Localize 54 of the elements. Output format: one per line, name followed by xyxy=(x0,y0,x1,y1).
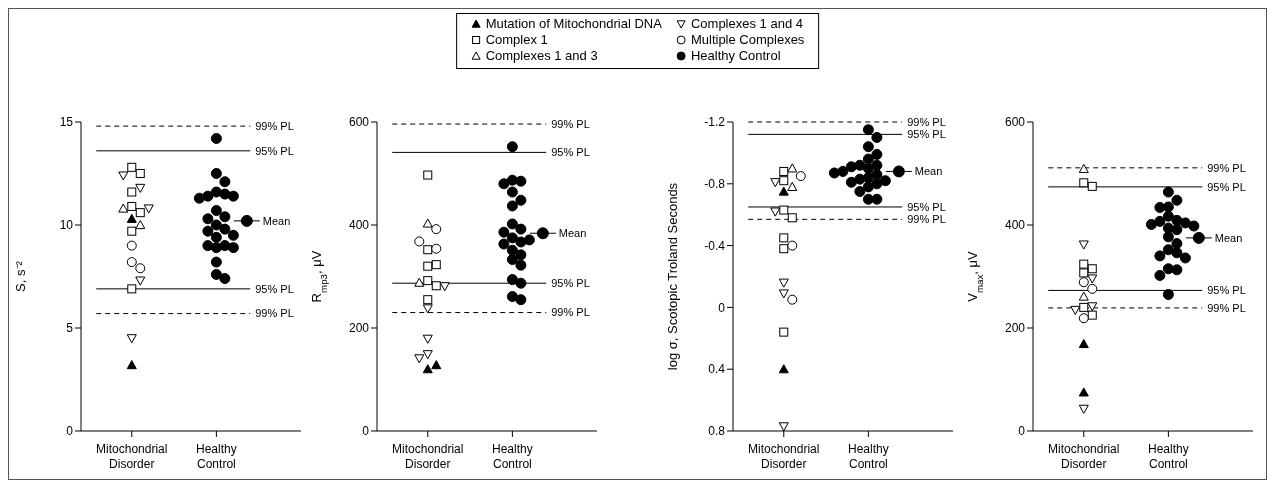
legend-label: Complex 1 xyxy=(485,32,548,48)
y-tick-label: 15 xyxy=(59,115,74,130)
ref-line-label: 99% PL xyxy=(551,306,590,319)
ref-line-label: 99% PL xyxy=(551,117,590,130)
y-tick-label: 0.8 xyxy=(708,424,726,439)
y-tick-label: 0 xyxy=(1018,424,1026,439)
ref-line-label: 99% PL xyxy=(255,307,294,320)
ref-line-label: 95% PL xyxy=(551,277,590,290)
legend-label: Mean xyxy=(558,227,587,240)
y-tick-label: 600 xyxy=(348,115,370,130)
x-tick-label: Mitochondrial Disorder xyxy=(96,442,168,471)
legend-label: Complexes 1 and 3 xyxy=(485,48,598,64)
legend-label: Multiple Complexes xyxy=(690,32,805,48)
x-tick-label: Mitochondrial Disorder xyxy=(392,442,464,471)
ref-line-label: 99% PL xyxy=(255,120,294,133)
y-tick-label: 600 xyxy=(1004,115,1026,130)
ref-line-label: 95% PL xyxy=(907,128,946,141)
x-tick-label: Mitochondrial Disorder xyxy=(748,442,820,471)
ref-line-label: 95% PL xyxy=(551,146,590,159)
x-tick-label: Healthy Control xyxy=(492,442,533,471)
ref-line-label: 99% PL xyxy=(1207,301,1246,314)
y-tick-label: 200 xyxy=(1004,321,1026,336)
legend-label: Mean xyxy=(262,214,291,227)
ref-line-label: 95% PL xyxy=(1207,284,1246,297)
x-tick-label: Mitochondrial Disorder xyxy=(1048,442,1120,471)
legend-label: Healthy Control xyxy=(690,48,781,64)
ref-line-label: 95% PL xyxy=(255,144,294,157)
ref-line-label: 95% PL xyxy=(907,200,946,213)
y-tick-label: 0 xyxy=(718,300,726,315)
y-axis-title: log σ, Scotopic Troland Seconds xyxy=(665,182,680,371)
x-tick-label: Healthy Control xyxy=(196,442,237,471)
y-tick-label: 5 xyxy=(66,321,74,336)
y-tick-label: 10 xyxy=(59,218,74,233)
y-tick-label: -0.8 xyxy=(704,177,726,192)
y-tick-label: 0 xyxy=(66,424,74,439)
ref-line-label: 99% PL xyxy=(1207,161,1246,174)
legend-label: Mean xyxy=(914,165,943,178)
legend-label: Complexes 1 and 4 xyxy=(690,16,803,32)
y-tick-label: 400 xyxy=(1004,218,1026,233)
y-tick-label: -1.2 xyxy=(704,115,726,130)
legend-label: Mean xyxy=(1214,231,1243,244)
y-tick-label: 200 xyxy=(348,321,370,336)
x-tick-label: Healthy Control xyxy=(848,442,889,471)
ref-line-label: 99% PL xyxy=(907,115,946,128)
x-tick-label: Healthy Control xyxy=(1148,442,1189,471)
y-axis-title: S, s⁻² xyxy=(13,260,28,292)
y-tick-label: 0 xyxy=(362,424,370,439)
y-tick-label: 400 xyxy=(348,218,370,233)
ref-line-label: 95% PL xyxy=(255,282,294,295)
ref-line-label: 99% PL xyxy=(907,213,946,226)
legend-label: Mutation of Mitochondrial DNA xyxy=(485,16,662,32)
y-tick-label: 0.4 xyxy=(708,362,726,377)
ref-line-label: 95% PL xyxy=(1207,180,1246,193)
y-tick-label: -0.4 xyxy=(704,238,726,253)
